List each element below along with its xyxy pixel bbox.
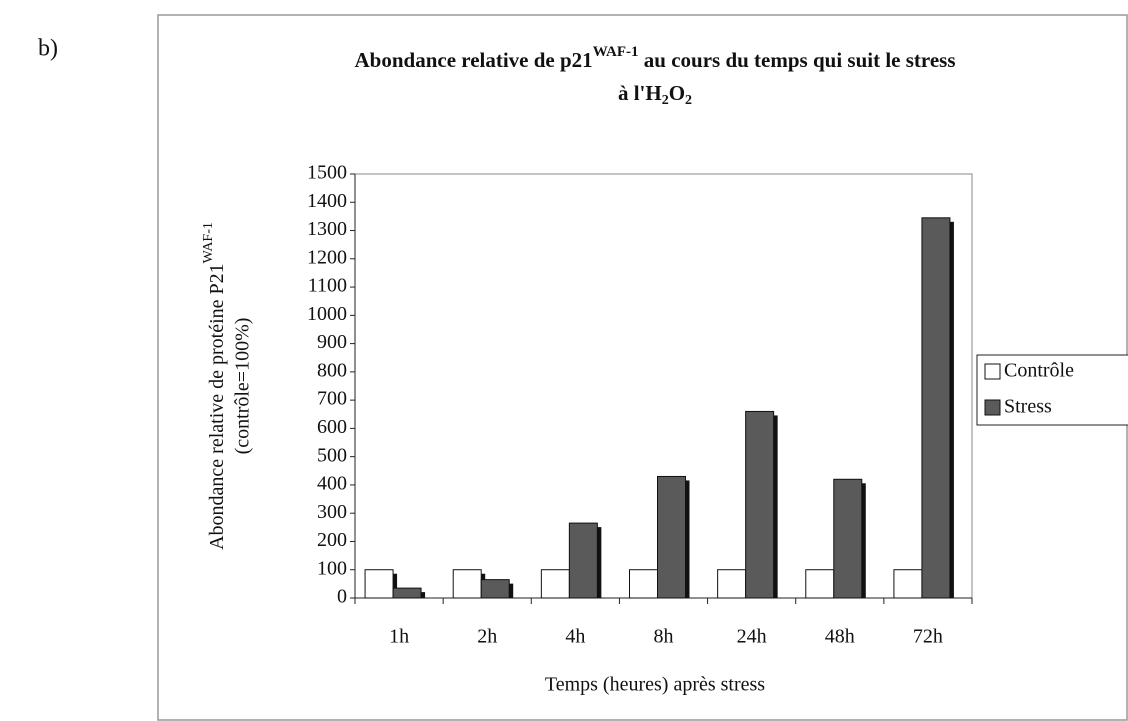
legend-swatch <box>984 363 1001 380</box>
y-tick-label: 1100 <box>308 275 347 297</box>
legend-box <box>976 354 1128 426</box>
bar <box>629 569 658 599</box>
y-tick-label: 400 <box>317 473 347 495</box>
chart-title-line2: à l'H2O2 <box>618 81 692 108</box>
title-sup: WAF-1 <box>593 44 639 60</box>
bar <box>480 579 510 599</box>
x-tick-label: 72h <box>913 626 943 648</box>
bar <box>364 569 394 599</box>
bar <box>745 410 775 599</box>
y-tick-label: 600 <box>317 416 347 438</box>
bar <box>540 569 570 599</box>
bar <box>717 569 747 599</box>
title-part: O <box>669 81 685 105</box>
y-axis-label-line2: (contrôle=100%) <box>232 318 254 455</box>
panel-label: b) <box>38 36 58 62</box>
y-tick-label: 700 <box>317 388 347 410</box>
y-tick-label: 1500 <box>307 162 347 184</box>
y-tick-label: 800 <box>317 359 347 381</box>
x-tick-label: 24h <box>737 626 767 648</box>
x-tick-label: 2h <box>477 626 497 648</box>
title-part: à l'H <box>618 81 662 105</box>
x-tick-label: 48h <box>825 626 855 648</box>
y-tick-label: 0 <box>337 586 347 608</box>
legend-label: Stress <box>1004 396 1052 418</box>
ylabel-part: Abondance relative de protéine P21 <box>206 263 228 550</box>
legend-label: Contrôle <box>1004 360 1074 382</box>
y-tick-label: 1000 <box>307 303 347 325</box>
y-axis-label: Abondance relative de protéine P21WAF-1 <box>201 222 227 550</box>
title-part: Abondance relative de p21 <box>354 48 592 72</box>
title-sub: 2 <box>685 93 692 108</box>
bar <box>805 569 835 599</box>
bar <box>392 587 422 599</box>
x-tick-label: 8h <box>654 626 674 648</box>
title-sub: 2 <box>662 93 669 108</box>
y-tick-label: 1400 <box>307 190 347 212</box>
y-tick-label: 100 <box>317 557 347 579</box>
y-tick-label: 300 <box>317 501 347 523</box>
chart-title: Abondance relative de p21WAF-1 au cours … <box>354 44 955 71</box>
legend-swatch <box>984 399 1001 416</box>
y-tick-label: 500 <box>317 444 347 466</box>
x-tick-label: 1h <box>389 626 409 648</box>
y-tick-label: 1200 <box>307 246 347 268</box>
y-tick-label: 1300 <box>307 218 347 240</box>
bar <box>921 217 951 599</box>
bar <box>833 478 863 599</box>
ylabel-sup: WAF-1 <box>201 222 216 263</box>
title-part: au cours du temps qui suit le stress <box>639 48 956 72</box>
y-tick-label: 200 <box>317 529 347 551</box>
x-tick-label: 4h <box>565 626 585 648</box>
bar <box>452 569 482 599</box>
x-axis-label: Temps (heures) après stress <box>545 674 765 696</box>
bar <box>893 569 923 599</box>
bar <box>568 522 598 599</box>
y-tick-label: 900 <box>317 331 347 353</box>
bar <box>657 475 686 599</box>
